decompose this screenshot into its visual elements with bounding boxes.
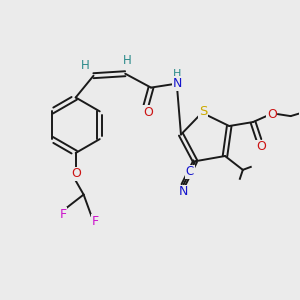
Text: N: N	[178, 185, 188, 199]
Text: F: F	[59, 208, 66, 221]
Text: H: H	[172, 69, 181, 79]
Text: S: S	[199, 105, 207, 118]
Text: O: O	[256, 140, 266, 153]
Text: C: C	[186, 166, 194, 178]
Text: H: H	[81, 59, 90, 72]
Text: F: F	[92, 215, 99, 228]
Text: O: O	[71, 167, 81, 180]
Text: O: O	[267, 108, 277, 121]
Text: O: O	[143, 106, 153, 119]
Text: N: N	[173, 77, 182, 90]
Text: H: H	[123, 54, 132, 67]
